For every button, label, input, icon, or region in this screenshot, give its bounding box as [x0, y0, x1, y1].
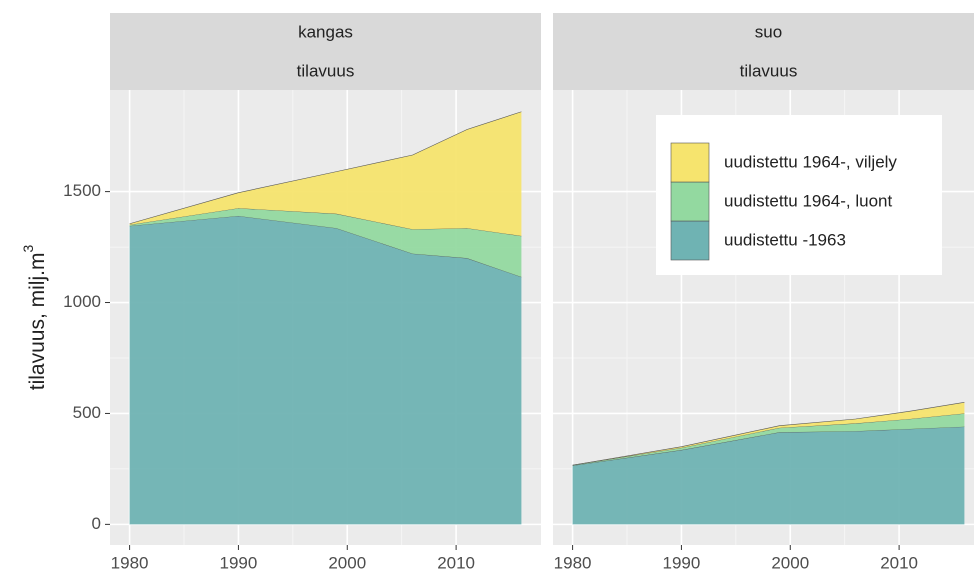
legend-swatch	[670, 142, 710, 183]
x-tick-label: 1990	[663, 553, 701, 572]
x-tick-label: 1980	[111, 553, 149, 572]
legend-label: uudistettu -1963	[724, 230, 846, 249]
y-tick-label: 1500	[63, 181, 101, 200]
strip-label: tilavuus	[740, 61, 798, 80]
legend-label: uudistettu 1964-, viljely	[724, 152, 897, 171]
area	[572, 402, 965, 466]
area	[129, 216, 522, 525]
area-edge	[572, 402, 965, 466]
strip	[553, 13, 974, 90]
legend-swatch	[670, 220, 710, 261]
area-edge	[129, 111, 522, 225]
x-tick-label: 2000	[328, 553, 366, 572]
area	[572, 413, 965, 466]
x-tick-label: 2010	[437, 553, 475, 572]
x-tick-label: 2010	[880, 553, 918, 572]
x-tick-label: 1980	[554, 553, 592, 572]
y-axis-label-superscript: 3	[20, 245, 36, 253]
y-tick-label: 500	[73, 403, 101, 422]
area	[572, 426, 965, 525]
y-tick-label: 0	[92, 514, 101, 533]
area	[129, 208, 522, 278]
area	[129, 111, 522, 236]
strip-label: kangas	[298, 22, 353, 41]
strip-label: tilavuus	[297, 61, 355, 80]
legend-swatch	[670, 181, 710, 222]
y-tick-label: 1000	[63, 292, 101, 311]
x-tick-label: 2000	[771, 553, 809, 572]
strip-label: suo	[755, 22, 782, 41]
x-tick-label: 1990	[220, 553, 258, 572]
legend-label: uudistettu 1964-, luont	[724, 191, 893, 210]
strip	[110, 13, 541, 90]
y-axis-label-text: tilavuus, milj.m	[26, 253, 49, 391]
y-axis-label: tilavuus, milj.m3	[20, 245, 49, 391]
